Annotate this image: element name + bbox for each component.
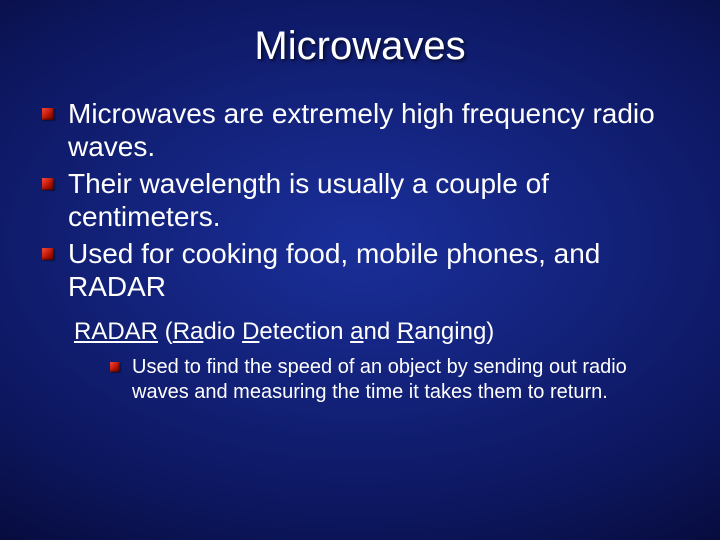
list-item: Used to find the speed of an object by s… [110,355,678,404]
radar-part: etection [259,318,350,345]
slide: Microwaves Microwaves are extremely high… [0,0,720,540]
radar-part: Ra [173,318,204,345]
slide-title: Microwaves [0,0,720,97]
list-item: Their wavelength is usually a couple of … [42,167,678,233]
radar-part: D [242,318,259,345]
list-item: Microwaves are extremely high frequency … [42,97,678,163]
list-item: Used for cooking food, mobile phones, an… [42,237,678,303]
radar-sublist: Used to find the speed of an object by s… [74,355,678,404]
radar-part: anging) [414,318,494,345]
radar-part: R [397,318,414,345]
radar-part: dio [203,318,242,345]
radar-line: RADAR (Radio Detection and Ranging) Used… [74,317,678,404]
radar-acronym: RADAR [74,318,158,345]
bullet-list: Microwaves are extremely high frequency … [42,97,678,303]
radar-part: a [350,318,363,345]
radar-part: nd [364,318,397,345]
slide-body: Microwaves are extremely high frequency … [0,97,720,404]
radar-open: ( [158,318,173,345]
